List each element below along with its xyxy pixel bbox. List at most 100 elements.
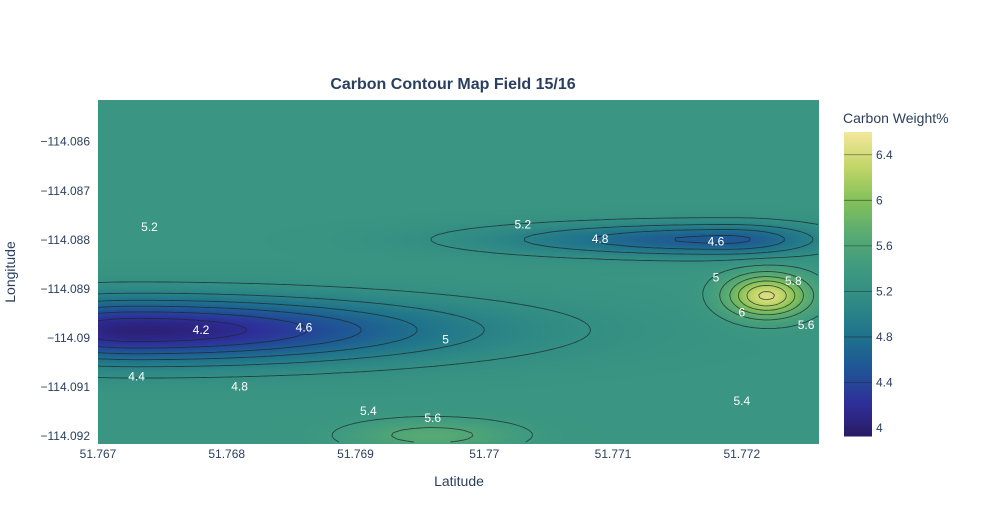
colorbar-band	[844, 393, 872, 395]
colorbar-band	[844, 304, 872, 306]
colorbar-band	[844, 366, 872, 368]
colorbar-band	[844, 292, 872, 294]
colorbar-band	[844, 404, 872, 406]
contour-line-5-4	[331, 264, 819, 443]
colorbar-band	[844, 289, 872, 291]
contour-line-4-2	[97, 317, 248, 343]
contour-heatmap	[98, 100, 819, 444]
colorbar-band	[844, 433, 872, 435]
colorbar-band	[844, 243, 872, 245]
colorbar-band	[844, 316, 872, 318]
colorbar-band	[844, 254, 872, 256]
colorbar-band	[844, 422, 872, 424]
colorbar-band	[844, 383, 872, 385]
colorbar-band	[844, 206, 872, 208]
colorbar-band	[844, 389, 872, 391]
colorbar-band	[844, 216, 872, 218]
colorbar-band	[844, 263, 872, 265]
colorbar-tick-label: 5.6	[876, 239, 893, 253]
colorbar-band	[844, 312, 872, 314]
colorbar-band	[844, 136, 872, 138]
colorbar-band	[844, 208, 872, 210]
colorbar-band	[844, 402, 872, 404]
colorbar-band	[844, 184, 872, 186]
colorbar-band	[844, 274, 872, 276]
colorbar-band	[844, 211, 872, 213]
colorbar-band	[844, 376, 872, 378]
colorbar-band	[844, 259, 872, 261]
contour-label: 4.4	[128, 369, 145, 383]
colorbar-band	[844, 244, 872, 246]
colorbar-band	[844, 271, 872, 273]
colorbar-band	[844, 375, 872, 377]
colorbar-band	[844, 166, 872, 168]
colorbar-band	[844, 284, 872, 286]
colorbar-band	[844, 260, 872, 262]
colorbar-band	[844, 143, 872, 145]
y-tick-label: −114.087	[41, 184, 91, 198]
colorbar-band	[844, 405, 872, 407]
colorbar-tick-label: 4.8	[876, 330, 893, 344]
colorbar-band	[844, 272, 872, 274]
x-axis-title: Latitude	[434, 473, 484, 489]
colorbar-band	[844, 282, 872, 284]
y-tick-label: −114.091	[41, 380, 91, 394]
contour-label: 5.8	[785, 274, 802, 288]
colorbar-band	[844, 411, 872, 413]
colorbar-band	[844, 249, 872, 251]
colorbar-band	[844, 161, 872, 163]
contour-line-5-2	[97, 217, 819, 379]
colorbar-band	[844, 138, 872, 140]
colorbar-band	[844, 358, 872, 360]
colorbar-band	[844, 181, 872, 183]
colorbar-band	[844, 201, 872, 203]
colorbar-band	[844, 234, 872, 236]
colorbar-band	[844, 378, 872, 380]
contour-line-4-6	[97, 235, 751, 355]
colorbar-band	[844, 348, 872, 350]
colorbar-band	[844, 156, 872, 158]
contour-label: 5.4	[733, 394, 750, 408]
colorbar-band	[844, 414, 872, 416]
colorbar-band	[844, 429, 872, 431]
colorbar-band	[844, 287, 872, 289]
colorbar-band	[844, 362, 872, 364]
colorbar-band	[844, 421, 872, 423]
contour-label: 5	[713, 270, 720, 284]
colorbar-band	[844, 387, 872, 389]
colorbar-band	[844, 218, 872, 220]
colorbar-band	[844, 347, 872, 349]
colorbar-band	[844, 163, 872, 165]
colorbar-band	[844, 189, 872, 191]
x-tick-label: 51.767	[80, 447, 117, 461]
colorbar-band	[844, 197, 872, 199]
colorbar-band	[844, 240, 872, 242]
colorbar-band	[844, 353, 872, 355]
colorbar-band	[844, 337, 872, 339]
colorbar-band	[844, 328, 872, 330]
colorbar-band	[844, 277, 872, 279]
colorbar-band	[844, 171, 872, 173]
colorbar-band	[844, 279, 872, 281]
x-tick-label: 51.768	[208, 447, 245, 461]
colorbar-band	[844, 199, 872, 201]
colorbar-band	[844, 381, 872, 383]
colorbar-band	[844, 307, 872, 309]
colorbar-band	[844, 155, 872, 157]
colorbar-band	[844, 356, 872, 358]
colorbar-band	[844, 268, 872, 270]
colorbar-band	[844, 281, 872, 283]
colorbar-band	[844, 407, 872, 409]
colorbar-band	[844, 343, 872, 345]
colorbar-band	[844, 434, 872, 436]
colorbar-band	[844, 176, 872, 178]
colorbar-band	[844, 367, 872, 369]
colorbar-band	[844, 297, 872, 299]
colorbar-band	[844, 266, 872, 268]
colorbar-band	[844, 359, 872, 361]
colorbar-band	[844, 214, 872, 216]
colorbar-band	[844, 180, 872, 182]
colorbar-tick-label: 6	[876, 193, 883, 207]
colorbar-ticks: 4 4.4 4.8 5.2 5.6 6 6.4	[844, 148, 893, 435]
colorbar-band	[844, 228, 872, 230]
